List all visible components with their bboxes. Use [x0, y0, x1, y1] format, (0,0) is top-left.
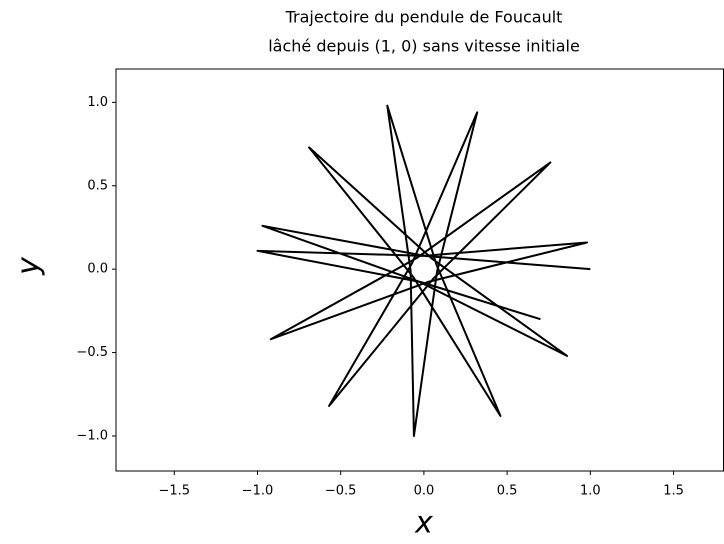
x-tick-label: −1.5 [158, 484, 190, 499]
y-tick-label: 0.0 [87, 262, 108, 277]
axes-frame [115, 68, 724, 472]
y-tick-label: 0.5 [87, 178, 108, 193]
x-axis-label: x [414, 506, 433, 541]
trajectory-line [256, 104, 591, 437]
x-tick-label: 0.5 [497, 484, 518, 499]
chart-subtitle: lâché depuis (1, 0) sans vitesse initial… [268, 37, 580, 56]
y-tick-label: 1.0 [87, 95, 108, 110]
y-tick-label: −0.5 [76, 345, 108, 360]
x-tick-label: −1.0 [242, 484, 274, 499]
y-axis-label: y [12, 256, 47, 276]
x-tick-label: 1.0 [580, 484, 601, 499]
x-tick-label: 1.5 [663, 484, 684, 499]
y-tick-label: −1.0 [76, 428, 108, 443]
chart-title: Trajectoire du pendule de Foucault [285, 8, 563, 27]
x-tick-label: −0.5 [325, 484, 357, 499]
x-tick-label: 0.0 [414, 484, 435, 499]
